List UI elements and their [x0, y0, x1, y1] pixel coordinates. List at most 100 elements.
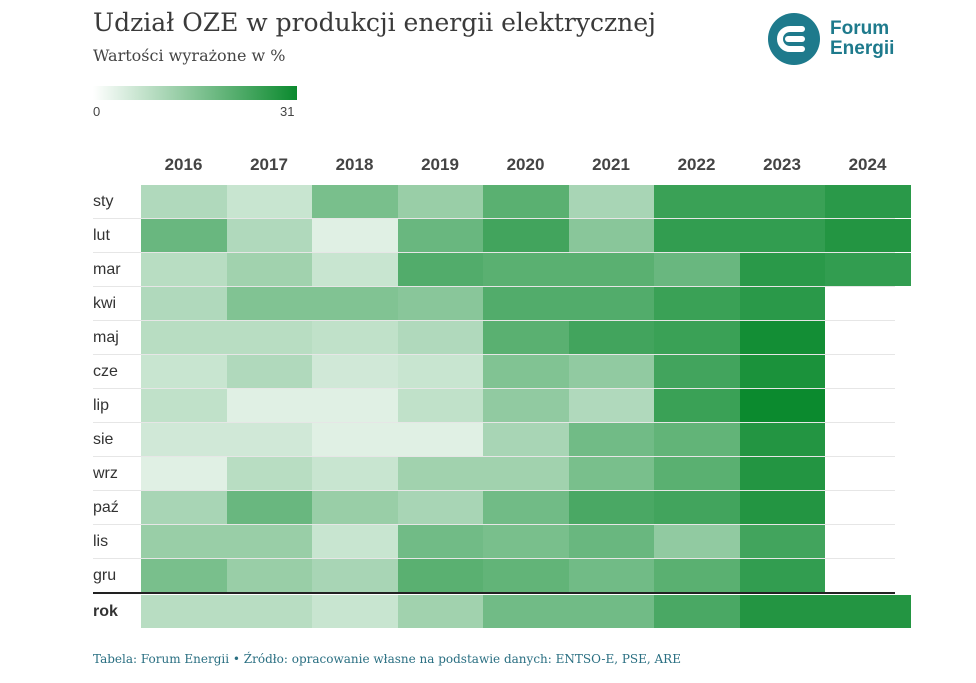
- heatmap-cell-lis-2020[interactable]: [483, 525, 569, 558]
- heatmap-cell-lis-2023[interactable]: [740, 525, 825, 558]
- heatmap-cell-paź-2021[interactable]: [569, 491, 654, 524]
- heatmap-cell-lip-2018[interactable]: [312, 389, 398, 422]
- heatmap-cell-kwi-2019[interactable]: [398, 287, 483, 320]
- heatmap-cell-gru-2017[interactable]: [227, 559, 312, 592]
- heatmap-cell-sty-2020[interactable]: [483, 185, 569, 218]
- heatmap-cell-sie-2023[interactable]: [740, 423, 825, 456]
- heatmap-cell-lis-2022[interactable]: [654, 525, 740, 558]
- heatmap-cell-mar-2020[interactable]: [483, 253, 569, 286]
- heatmap-cell-kwi-2016[interactable]: [141, 287, 227, 320]
- heatmap-cell-maj-2022[interactable]: [654, 321, 740, 354]
- heatmap-cell-paź-2017[interactable]: [227, 491, 312, 524]
- heatmap-cell-lip-2017[interactable]: [227, 389, 312, 422]
- heatmap-cell-lip-2019[interactable]: [398, 389, 483, 422]
- heatmap-cell-lis-2017[interactable]: [227, 525, 312, 558]
- heatmap-cell-gru-2022[interactable]: [654, 559, 740, 592]
- heatmap-cell-rok-2020[interactable]: [483, 595, 569, 628]
- heatmap-cell-cze-2018[interactable]: [312, 355, 398, 388]
- heatmap-cell-lip-2023[interactable]: [740, 389, 825, 422]
- heatmap-cell-maj-2018[interactable]: [312, 321, 398, 354]
- heatmap-cell-rok-2016[interactable]: [141, 595, 227, 628]
- heatmap-cell-gru-2023[interactable]: [740, 559, 825, 592]
- heatmap-cell-lut-2024[interactable]: [825, 219, 911, 252]
- heatmap-cell-lis-2018[interactable]: [312, 525, 398, 558]
- heatmap-cell-lut-2017[interactable]: [227, 219, 312, 252]
- heatmap-cell-gru-2021[interactable]: [569, 559, 654, 592]
- heatmap-cell-wrz-2022[interactable]: [654, 457, 740, 490]
- heatmap-cell-sty-2022[interactable]: [654, 185, 740, 218]
- heatmap-cell-kwi-2023[interactable]: [740, 287, 825, 320]
- heatmap-cell-sie-2022[interactable]: [654, 423, 740, 456]
- heatmap-cell-lip-2020[interactable]: [483, 389, 569, 422]
- heatmap-cell-wrz-2020[interactable]: [483, 457, 569, 490]
- heatmap-cell-rok-2024[interactable]: [825, 595, 911, 628]
- heatmap-cell-kwi-2018[interactable]: [312, 287, 398, 320]
- heatmap-cell-gru-2019[interactable]: [398, 559, 483, 592]
- heatmap-cell-sty-2023[interactable]: [740, 185, 825, 218]
- heatmap-cell-lut-2019[interactable]: [398, 219, 483, 252]
- heatmap-cell-maj-2021[interactable]: [569, 321, 654, 354]
- heatmap-cell-sty-2021[interactable]: [569, 185, 654, 218]
- heatmap-cell-rok-2017[interactable]: [227, 595, 312, 628]
- heatmap-cell-sty-2024[interactable]: [825, 185, 911, 218]
- heatmap-cell-lut-2016[interactable]: [141, 219, 227, 252]
- heatmap-cell-paź-2018[interactable]: [312, 491, 398, 524]
- heatmap-cell-mar-2019[interactable]: [398, 253, 483, 286]
- heatmap-cell-sie-2018[interactable]: [312, 423, 398, 456]
- heatmap-cell-lip-2022[interactable]: [654, 389, 740, 422]
- heatmap-cell-maj-2017[interactable]: [227, 321, 312, 354]
- heatmap-cell-maj-2023[interactable]: [740, 321, 825, 354]
- heatmap-cell-mar-2022[interactable]: [654, 253, 740, 286]
- heatmap-cell-mar-2023[interactable]: [740, 253, 825, 286]
- heatmap-cell-lis-2019[interactable]: [398, 525, 483, 558]
- heatmap-cell-maj-2020[interactable]: [483, 321, 569, 354]
- heatmap-cell-kwi-2022[interactable]: [654, 287, 740, 320]
- heatmap-cell-gru-2018[interactable]: [312, 559, 398, 592]
- heatmap-cell-mar-2024[interactable]: [825, 253, 911, 286]
- heatmap-cell-sty-2017[interactable]: [227, 185, 312, 218]
- heatmap-cell-lut-2023[interactable]: [740, 219, 825, 252]
- heatmap-cell-mar-2017[interactable]: [227, 253, 312, 286]
- heatmap-cell-paź-2023[interactable]: [740, 491, 825, 524]
- heatmap-cell-lut-2018[interactable]: [312, 219, 398, 252]
- heatmap-cell-cze-2016[interactable]: [141, 355, 227, 388]
- heatmap-cell-lip-2021[interactable]: [569, 389, 654, 422]
- heatmap-cell-rok-2019[interactable]: [398, 595, 483, 628]
- heatmap-cell-gru-2020[interactable]: [483, 559, 569, 592]
- heatmap-cell-cze-2019[interactable]: [398, 355, 483, 388]
- forum-energii-logo[interactable]: Forum Energii: [768, 13, 908, 67]
- heatmap-cell-paź-2022[interactable]: [654, 491, 740, 524]
- heatmap-cell-kwi-2021[interactable]: [569, 287, 654, 320]
- heatmap-cell-sie-2019[interactable]: [398, 423, 483, 456]
- heatmap-cell-cze-2017[interactable]: [227, 355, 312, 388]
- heatmap-cell-mar-2016[interactable]: [141, 253, 227, 286]
- heatmap-cell-rok-2021[interactable]: [569, 595, 654, 628]
- heatmap-cell-wrz-2016[interactable]: [141, 457, 227, 490]
- heatmap-cell-cze-2020[interactable]: [483, 355, 569, 388]
- heatmap-cell-paź-2016[interactable]: [141, 491, 227, 524]
- heatmap-cell-rok-2023[interactable]: [740, 595, 825, 628]
- heatmap-cell-cze-2023[interactable]: [740, 355, 825, 388]
- heatmap-cell-cze-2022[interactable]: [654, 355, 740, 388]
- heatmap-cell-wrz-2021[interactable]: [569, 457, 654, 490]
- heatmap-cell-lut-2021[interactable]: [569, 219, 654, 252]
- heatmap-cell-kwi-2017[interactable]: [227, 287, 312, 320]
- heatmap-cell-lut-2022[interactable]: [654, 219, 740, 252]
- heatmap-cell-wrz-2017[interactable]: [227, 457, 312, 490]
- heatmap-cell-maj-2019[interactable]: [398, 321, 483, 354]
- heatmap-cell-lip-2016[interactable]: [141, 389, 227, 422]
- heatmap-cell-sty-2016[interactable]: [141, 185, 227, 218]
- heatmap-cell-sie-2020[interactable]: [483, 423, 569, 456]
- heatmap-cell-lut-2020[interactable]: [483, 219, 569, 252]
- heatmap-cell-paź-2019[interactable]: [398, 491, 483, 524]
- heatmap-cell-paź-2020[interactable]: [483, 491, 569, 524]
- heatmap-cell-gru-2016[interactable]: [141, 559, 227, 592]
- heatmap-cell-mar-2021[interactable]: [569, 253, 654, 286]
- heatmap-cell-cze-2021[interactable]: [569, 355, 654, 388]
- heatmap-cell-kwi-2020[interactable]: [483, 287, 569, 320]
- heatmap-cell-wrz-2019[interactable]: [398, 457, 483, 490]
- heatmap-cell-lis-2021[interactable]: [569, 525, 654, 558]
- heatmap-cell-sie-2021[interactable]: [569, 423, 654, 456]
- heatmap-cell-lis-2016[interactable]: [141, 525, 227, 558]
- heatmap-cell-rok-2018[interactable]: [312, 595, 398, 628]
